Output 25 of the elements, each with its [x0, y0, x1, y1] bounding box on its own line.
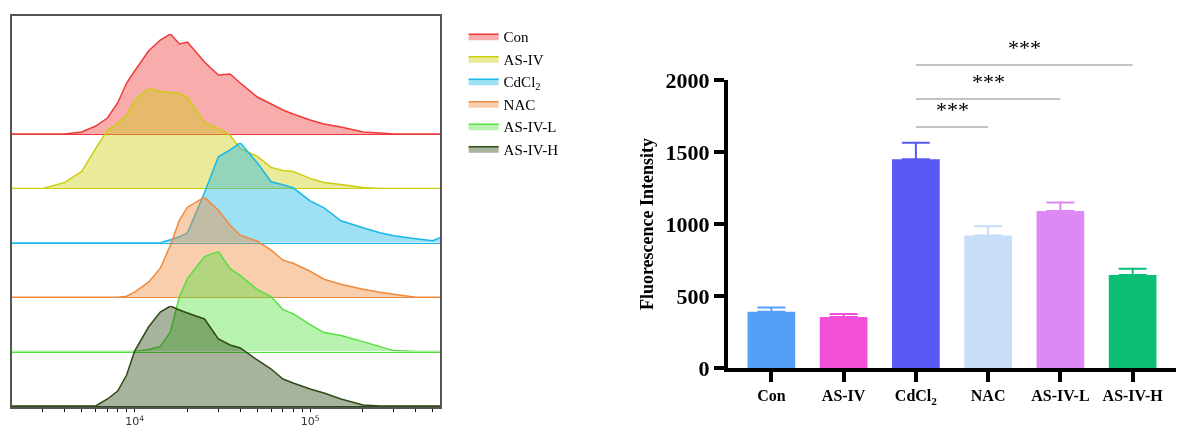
annotation: *** — [972, 69, 1005, 94]
bar — [747, 311, 796, 368]
legend-label: AS-IV — [503, 51, 544, 68]
x-tick-label: NAC — [970, 387, 1006, 405]
legend-label: Con — [503, 29, 530, 46]
legend-label: NAC — [503, 96, 536, 113]
x-tick-label: AS-IV-H — [1102, 387, 1164, 405]
y-tick-label: 0 — [698, 355, 710, 381]
legend-label: AS-IV-L — [503, 119, 557, 136]
x-tick-label: CdCl$_{2}$ — [894, 387, 938, 407]
x-tick-label: 10$^{4}$ — [125, 413, 145, 429]
y-tick-label: 1500 — [665, 139, 710, 165]
x-tick-label: AS-IV-L — [1031, 387, 1090, 405]
x-tick-label: AS-IV — [821, 387, 866, 405]
legend-label: CdCl$_{2}$ — [503, 74, 541, 93]
annotation: *** — [936, 97, 969, 122]
text: *** — [1008, 35, 1041, 60]
bar — [819, 316, 868, 368]
x-tick-label: 10$^{5}$ — [300, 413, 320, 429]
y-tick-label: 2000 — [665, 67, 710, 93]
y-tick-label: 1000 — [665, 211, 710, 237]
x-tick-label: Con — [757, 387, 786, 405]
y-axis-title: Fluorescence Intensity — [637, 137, 658, 311]
legend-label: AS-IV-H — [503, 141, 559, 158]
y-tick-label: 500 — [676, 283, 710, 309]
